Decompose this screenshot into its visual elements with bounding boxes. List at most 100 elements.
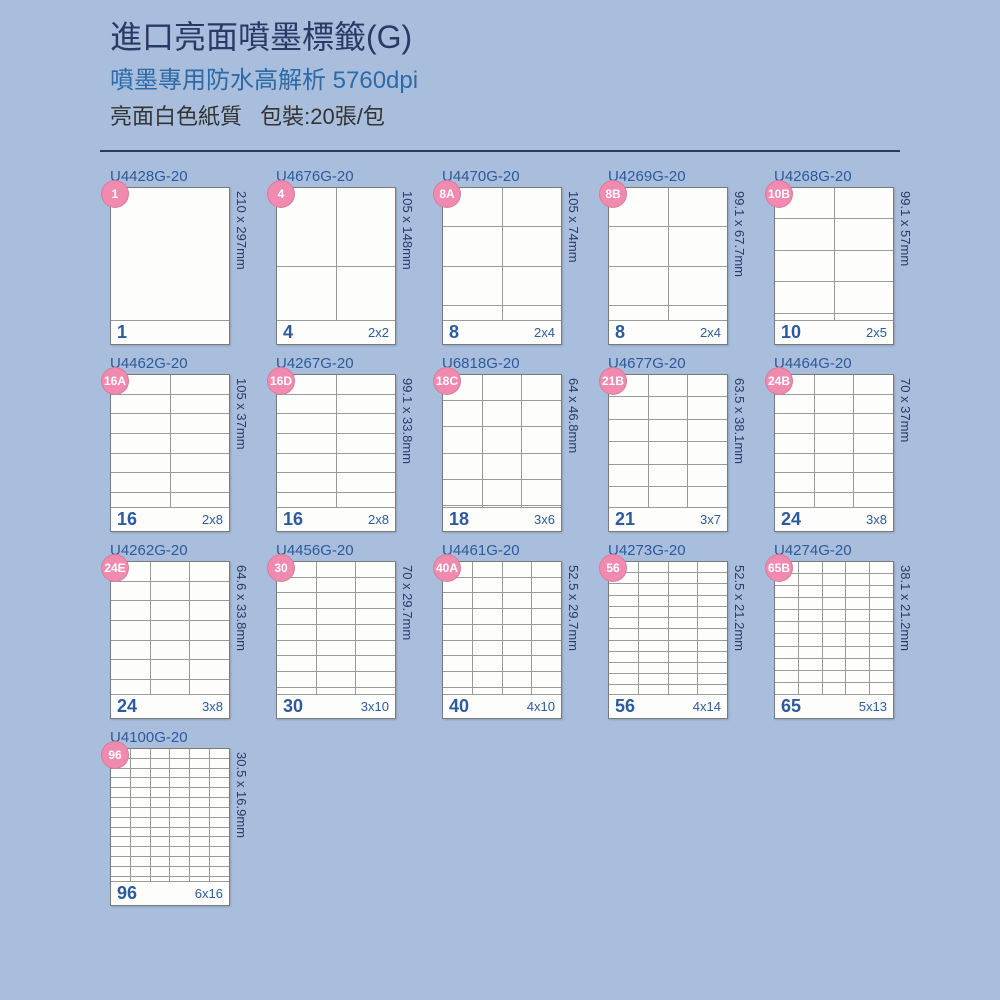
label-count: 4 bbox=[283, 322, 293, 343]
label-cell: U4676G-20442x2105 x 148mm bbox=[276, 168, 422, 345]
label-layout: 4x14 bbox=[693, 699, 721, 714]
sheet-footer: 24 3x8 bbox=[775, 507, 893, 531]
label-count: 24 bbox=[117, 696, 137, 717]
variant-badge: 24B bbox=[765, 367, 793, 395]
sheet-footer: 966x16 bbox=[111, 881, 229, 905]
variant-badge: 10B bbox=[765, 180, 793, 208]
sku-code: U4428G-20 bbox=[110, 168, 256, 185]
label-dimensions: 99.1 x 33.8mm bbox=[400, 374, 415, 532]
label-cell: U4464G-2024B243x870 x 37mm bbox=[774, 355, 920, 532]
label-count: 8 bbox=[449, 322, 459, 343]
variant-badge: 96 bbox=[101, 741, 129, 769]
label-sheet-preview: 8A82x4 bbox=[442, 187, 562, 345]
paper-wrap: 10B102x599.1 x 57mm bbox=[774, 187, 920, 345]
header: 進口亮面噴墨標籤(G) 噴墨專用防水高解析 5760dpi 亮面白色紙質 包裝:… bbox=[0, 0, 1000, 139]
label-sheet-preview: 16A162x8 bbox=[110, 374, 230, 532]
label-cell: U4262G-20 24E243x864.6 x 33.8mm bbox=[110, 542, 256, 719]
label-sheet-preview: 3030 3x10 bbox=[276, 561, 396, 719]
sheet-footer: 243x8 bbox=[111, 694, 229, 718]
label-layout: 2x8 bbox=[368, 512, 389, 527]
variant-badge: 16A bbox=[101, 367, 129, 395]
sheet-footer: 16 2x8 bbox=[277, 507, 395, 531]
title-meta: 亮面白色紙質 包裝:20張/包 bbox=[110, 99, 1000, 131]
label-dimensions: 70 x 37mm bbox=[898, 374, 913, 532]
label-layout: 2x2 bbox=[368, 325, 389, 340]
sku-code: U4274G-20 bbox=[774, 542, 920, 559]
sku-code: U6818G-20 bbox=[442, 355, 588, 372]
label-count: 16 bbox=[117, 509, 137, 530]
label-dimensions: 63.5 x 38.1mm bbox=[732, 374, 747, 532]
sheet-footer: 1 bbox=[111, 320, 229, 344]
paper-wrap: 8B82x499.1 x 67.7mm bbox=[608, 187, 754, 345]
sheet-footer: 30 3x10 bbox=[277, 694, 395, 718]
label-count: 21 bbox=[615, 509, 635, 530]
label-layout: 2x8 bbox=[202, 512, 223, 527]
sku-code: U4100G-20 bbox=[110, 729, 256, 746]
paper-wrap: 40A404x1052.5 x 29.7mm bbox=[442, 561, 588, 719]
paper-wrap: 24E243x864.6 x 33.8mm bbox=[110, 561, 256, 719]
sku-code: U4268G-20 bbox=[774, 168, 920, 185]
label-layout: 3x7 bbox=[700, 512, 721, 527]
label-layout: 4x10 bbox=[527, 699, 555, 714]
label-sheet-preview: 18C183x6 bbox=[442, 374, 562, 532]
variant-badge: 24E bbox=[101, 554, 129, 582]
label-count: 16 bbox=[283, 509, 303, 530]
sheet-footer: 183x6 bbox=[443, 507, 561, 531]
variant-badge: 16D bbox=[267, 367, 295, 395]
meta-pack: 包裝:20張/包 bbox=[260, 104, 385, 129]
label-cell: U4462G-2016A162x8105 x 37mm bbox=[110, 355, 256, 532]
label-layout: 3x8 bbox=[866, 512, 887, 527]
label-cell: U4456G-20 3030 3x10 70 x 29.7mm bbox=[276, 542, 422, 719]
label-cell: U4470G-20 8A82x4105 x 74mm bbox=[442, 168, 588, 345]
sheet-footer: 82x4 bbox=[443, 320, 561, 344]
label-layout: 2x4 bbox=[700, 325, 721, 340]
paper-wrap: 8A82x4105 x 74mm bbox=[442, 187, 588, 345]
label-dimensions: 210 x 297mm bbox=[234, 187, 249, 345]
label-sheet-preview: 96966x16 bbox=[110, 748, 230, 906]
variant-badge: 4 bbox=[267, 180, 295, 208]
paper-wrap: 21B213x763.5 x 38.1mm bbox=[608, 374, 754, 532]
label-layout: 3x10 bbox=[361, 699, 389, 714]
label-dimensions: 105 x 148mm bbox=[400, 187, 415, 345]
sku-code: U4262G-20 bbox=[110, 542, 256, 559]
sku-code: U4470G-20 bbox=[442, 168, 588, 185]
variant-badge: 18C bbox=[433, 367, 461, 395]
sku-code: U4273G-20 bbox=[608, 542, 754, 559]
sku-code: U4676G-20 bbox=[276, 168, 422, 185]
variant-badge: 56 bbox=[599, 554, 627, 582]
label-layout: 2x5 bbox=[866, 325, 887, 340]
label-cell: U4269G-208B82x499.1 x 67.7mm bbox=[608, 168, 754, 345]
paper-wrap: 18C183x6 64 x 46.8mm bbox=[442, 374, 588, 532]
paper-wrap: 3030 3x10 70 x 29.7mm bbox=[276, 561, 422, 719]
label-count: 24 bbox=[781, 509, 801, 530]
sheet-footer: 21 3x7 bbox=[609, 507, 727, 531]
title-main: 進口亮面噴墨標籤(G) bbox=[110, 12, 1000, 58]
label-sheet-preview: 24E243x8 bbox=[110, 561, 230, 719]
label-dimensions: 64 x 46.8mm bbox=[566, 374, 581, 532]
label-sheet-preview: 8B82x4 bbox=[608, 187, 728, 345]
label-layout: 3x6 bbox=[534, 512, 555, 527]
sheet-footer: 82x4 bbox=[609, 320, 727, 344]
label-dimensions: 38.1 x 21.2mm bbox=[898, 561, 913, 719]
page: 進口亮面噴墨標籤(G) 噴墨專用防水高解析 5760dpi 亮面白色紙質 包裝:… bbox=[0, 0, 1000, 1000]
label-sheet-preview: 11 bbox=[110, 187, 230, 345]
paper-wrap: 442x2105 x 148mm bbox=[276, 187, 422, 345]
label-count: 56 bbox=[615, 696, 635, 717]
sheet-footer: 16 2x8 bbox=[111, 507, 229, 531]
variant-badge: 65B bbox=[765, 554, 793, 582]
label-dimensions: 52.5 x 29.7mm bbox=[566, 561, 581, 719]
label-dimensions: 70 x 29.7mm bbox=[400, 561, 415, 719]
sku-code: U4456G-20 bbox=[276, 542, 422, 559]
label-cell: U4268G-20 10B102x599.1 x 57mm bbox=[774, 168, 920, 345]
label-sheet-preview: 10B102x5 bbox=[774, 187, 894, 345]
paper-wrap: 16A162x8105 x 37mm bbox=[110, 374, 256, 532]
label-cell: U4428G-20 11 210 x 297mm bbox=[110, 168, 256, 345]
label-sheet-preview: 65B655x13 bbox=[774, 561, 894, 719]
paper-wrap: 96966x1630.5 x 16.9mm bbox=[110, 748, 256, 906]
label-count: 30 bbox=[283, 696, 303, 717]
paper-wrap: 65B655x13 38.1 x 21.2mm bbox=[774, 561, 920, 719]
paper-wrap: 56564x1452.5 x 21.2mm bbox=[608, 561, 754, 719]
label-dimensions: 105 x 37mm bbox=[234, 374, 249, 532]
sku-code: U4677G-20 bbox=[608, 355, 754, 372]
sheet-footer: 655x13 bbox=[775, 694, 893, 718]
